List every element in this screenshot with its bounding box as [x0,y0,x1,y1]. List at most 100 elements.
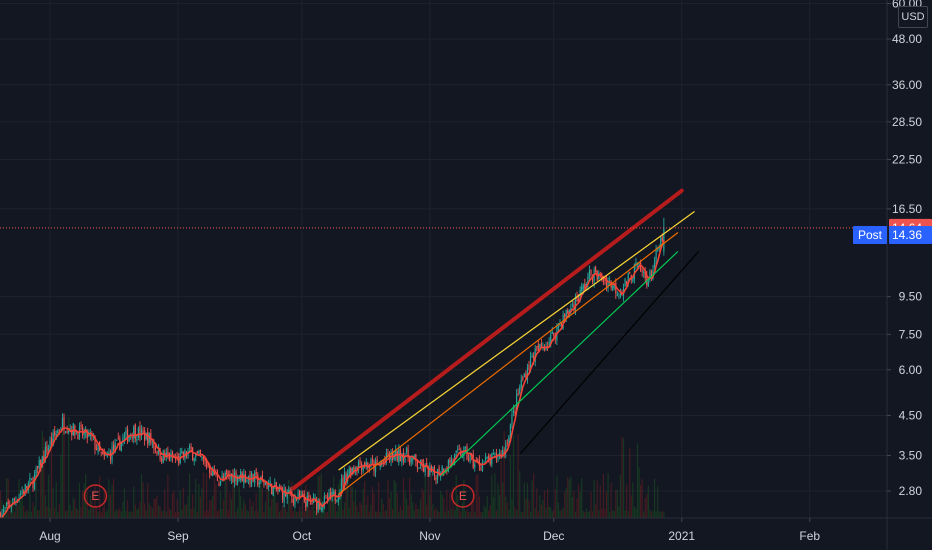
volume-bar [605,491,608,518]
volume-bar [176,499,178,518]
volume-bar [32,502,34,518]
volume-bar [131,511,133,518]
volume-bar [130,511,132,518]
volume-bar [69,505,71,518]
candle-body [46,445,48,453]
volume-bar [433,510,436,518]
candle-body [286,492,288,499]
volume-bar [481,511,484,518]
volume-bar [170,509,172,518]
volume-bar [467,511,470,518]
candle-body [591,276,594,282]
earnings-marker[interactable] [83,484,108,508]
candle-body [167,451,169,456]
volume-bar [274,490,276,518]
candle-body [69,428,71,430]
volume-bar [405,498,408,518]
volume-bar [607,473,609,518]
price-tick-label: 36.00 [892,78,922,92]
candle-body [370,460,372,467]
candle-body [663,227,665,252]
candle-body [58,430,60,432]
volume-bar [415,503,417,518]
volume-bar [221,508,223,518]
volume-bar [624,510,626,518]
volume-bar [171,493,174,518]
volume-bar [506,502,508,518]
volume-bar [289,501,291,518]
volume-bar [241,508,243,518]
volume-bar [224,474,226,518]
volume-bar [395,482,397,518]
volume-bar [565,487,567,518]
candle-body [247,475,250,480]
volume-bar [207,510,209,518]
candle-body [480,467,482,470]
volume-bar [182,487,184,518]
candle-body [649,271,651,280]
volume-bar [570,476,572,518]
volume-bar [492,496,494,518]
volume-bar [150,506,152,518]
candle-body [40,459,42,468]
time-tick-label: Dec [543,529,564,543]
candle-body [523,373,525,378]
moving-average-line[interactable] [1,240,665,523]
candle-body [384,459,386,461]
volume-bar [0,490,2,518]
volume-bar [381,498,383,518]
trendline-black[interactable] [520,251,699,454]
trendline-upper-red[interactable] [291,188,684,491]
candle-body [474,464,476,468]
volume-bar [559,510,561,518]
volume-bar [357,511,360,518]
volume-bar [285,508,287,518]
candle-body [302,493,304,496]
volume-bar [330,493,332,518]
currency-label[interactable]: USD [898,6,928,28]
earnings-marker[interactable] [451,484,475,508]
volume-bar [601,508,603,518]
candle-body [359,459,361,464]
trendline-orange[interactable] [338,232,679,495]
candle-body [100,452,102,453]
volume-bar [483,505,485,518]
trendline-yellow[interactable] [338,211,695,471]
volume-bar [543,490,546,518]
candle-body [506,442,508,445]
volume-bar [568,479,570,518]
post-market-tag[interactable] [853,225,887,244]
candle-body [4,507,6,509]
volume-bar [33,506,36,518]
volume-bar [362,488,364,518]
candle-body [117,437,119,439]
volume-bar [51,438,53,518]
candle-body [295,498,298,501]
trendline-green[interactable] [441,251,679,476]
candle-body [469,455,471,462]
volume-bar [83,483,85,518]
candle-body [488,455,490,460]
volume-bar [644,498,646,518]
volume-bar [548,506,550,518]
volume-bar [75,508,78,518]
volume-bar [373,493,375,518]
candle-body [643,272,645,274]
candle-body [216,471,219,482]
candle-body [44,447,47,459]
volume-bar [119,507,121,518]
candle-body [449,458,451,464]
candle-body [427,465,429,477]
volume-bar [618,506,620,518]
volume-bar [610,483,612,518]
volume-bar [117,510,119,518]
volume-bar [497,483,499,518]
volume-bar [187,496,189,518]
candle-body [387,452,389,458]
candle-body [350,468,352,477]
time-tick-label: Oct [293,529,312,543]
volume-bar [229,492,231,518]
volume-bar [498,494,501,518]
